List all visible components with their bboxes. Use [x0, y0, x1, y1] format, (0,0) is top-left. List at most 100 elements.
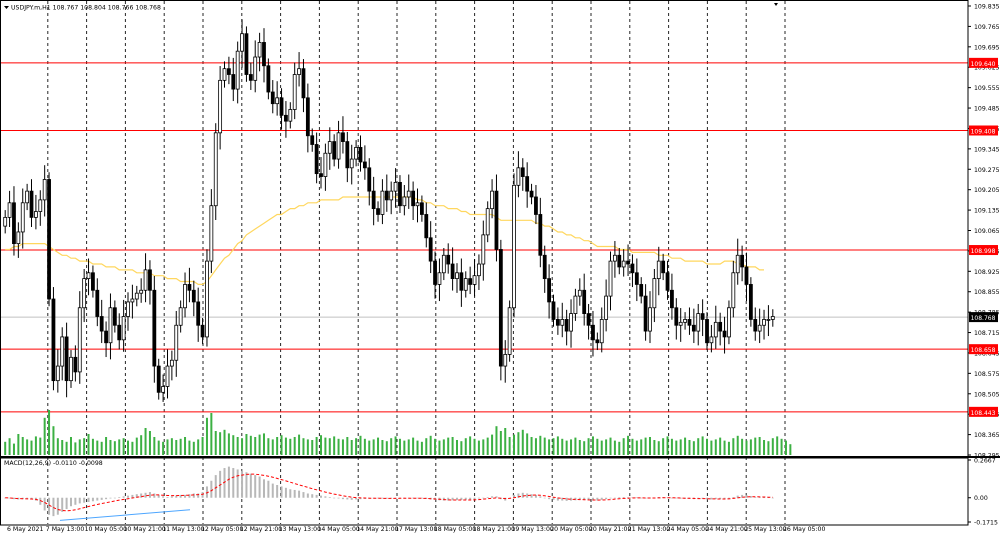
candle-body [33, 211, 38, 218]
candle-body [152, 289, 157, 367]
macd-histogram-bar [324, 496, 327, 498]
candle-body [297, 68, 301, 75]
volume-bar [135, 437, 138, 455]
volume-bar [254, 437, 257, 455]
candle-body [731, 272, 736, 309]
x-tick-label: 14 May 21:00 [356, 526, 398, 533]
macd-histogram-bar [464, 497, 467, 500]
candle-body [485, 208, 490, 236]
candle-body [73, 356, 78, 373]
y-tick-label: 108.855 [974, 289, 1000, 296]
volume-bar [56, 438, 59, 455]
candle-body [687, 319, 692, 326]
candle-body [459, 272, 464, 291]
macd-histogram-bar [245, 472, 248, 498]
candle-body [226, 68, 231, 75]
macd-histogram-bar [223, 468, 226, 498]
volume-bar [30, 440, 33, 455]
price-level-label: 108.443 [971, 410, 996, 417]
volume-bar [473, 438, 476, 455]
macd-histogram-bar [131, 494, 134, 498]
volume-bar [609, 437, 612, 455]
volume-bar [596, 438, 599, 455]
macd-histogram-bar [745, 495, 748, 498]
volume-bar [100, 441, 103, 455]
candle-body [275, 97, 280, 105]
candle-body [446, 254, 451, 265]
macd-histogram-bar [600, 497, 603, 500]
candle-body [279, 97, 284, 116]
volume-bar [223, 429, 226, 455]
price-level-label: 108.998 [971, 248, 996, 255]
volume-bar [438, 440, 441, 455]
candle-body [709, 336, 714, 344]
macd-histogram-bar [78, 497, 81, 504]
macd-y-tick-label: 0.00 [974, 495, 988, 502]
volume-bar [688, 440, 691, 455]
candle-body [25, 190, 30, 204]
volume-bar [105, 437, 108, 455]
macd-trend-line[interactable] [59, 509, 191, 521]
volume-bar [763, 440, 766, 455]
macd-histogram-bar [298, 490, 301, 498]
x-tick-label: 26 May 05:00 [783, 526, 825, 533]
x-tick-label: 20 May 05:00 [550, 526, 592, 533]
volume-bar [83, 438, 86, 455]
macd-histogram-bar [526, 493, 529, 498]
macd-histogram-bar [201, 492, 204, 498]
volume-bar [574, 437, 577, 455]
candle-body [722, 330, 727, 338]
macd-histogram-bar [675, 497, 678, 499]
candle-body [419, 202, 424, 215]
candle-body [494, 190, 499, 250]
macd-histogram-bar [771, 497, 774, 499]
volume-bar [780, 438, 783, 455]
candle-body [362, 161, 367, 169]
volume-bar [627, 435, 630, 455]
candle-body [481, 234, 486, 265]
macd-histogram-bar [113, 497, 116, 499]
volume-bar [368, 440, 371, 455]
volume-bar [552, 438, 555, 455]
candle-body [205, 260, 209, 338]
collapse-triangle-icon[interactable] [4, 6, 9, 9]
current-price-label: 108.768 [971, 315, 996, 322]
y-tick-label: 109.205 [974, 187, 1000, 194]
macd-histogram-bar [412, 497, 415, 499]
price-level-tag [969, 245, 998, 256]
volume-bar [363, 438, 366, 455]
chart-shift-marker-icon[interactable] [774, 3, 778, 6]
current-price-tag [969, 312, 998, 323]
macd-histogram-bar [205, 486, 208, 498]
volume-bar [662, 438, 665, 455]
candle-body [38, 199, 43, 212]
volume-bar [8, 438, 11, 455]
macd-histogram-bar [52, 497, 55, 517]
volume-bar [91, 438, 94, 455]
candle-body [770, 316, 775, 320]
candle-body [713, 321, 718, 338]
macd-histogram-bar [179, 494, 182, 498]
volume-bar [701, 436, 704, 455]
macd-histogram-bar [513, 494, 516, 498]
volume-bar [591, 436, 594, 455]
volume-bar [412, 437, 415, 455]
volume-bar [464, 438, 467, 455]
x-tick-label: 25 May 13:00 [744, 526, 786, 533]
candle-body [490, 190, 494, 210]
macd-histogram-bar [618, 497, 621, 498]
candle-body [248, 74, 253, 81]
volume-bar [127, 440, 130, 455]
volume-bar [179, 438, 182, 455]
macd-histogram-bar [219, 470, 222, 498]
macd-histogram-bar [280, 486, 283, 498]
volume-bar [495, 426, 498, 455]
macd-histogram-bar [596, 497, 599, 501]
volume-bar [398, 438, 401, 455]
macd-histogram-bar [289, 489, 292, 498]
macd-histogram-bar [127, 495, 130, 498]
y-tick-label: 108.925 [974, 269, 1000, 276]
y-tick-label: 108.575 [974, 371, 1000, 378]
